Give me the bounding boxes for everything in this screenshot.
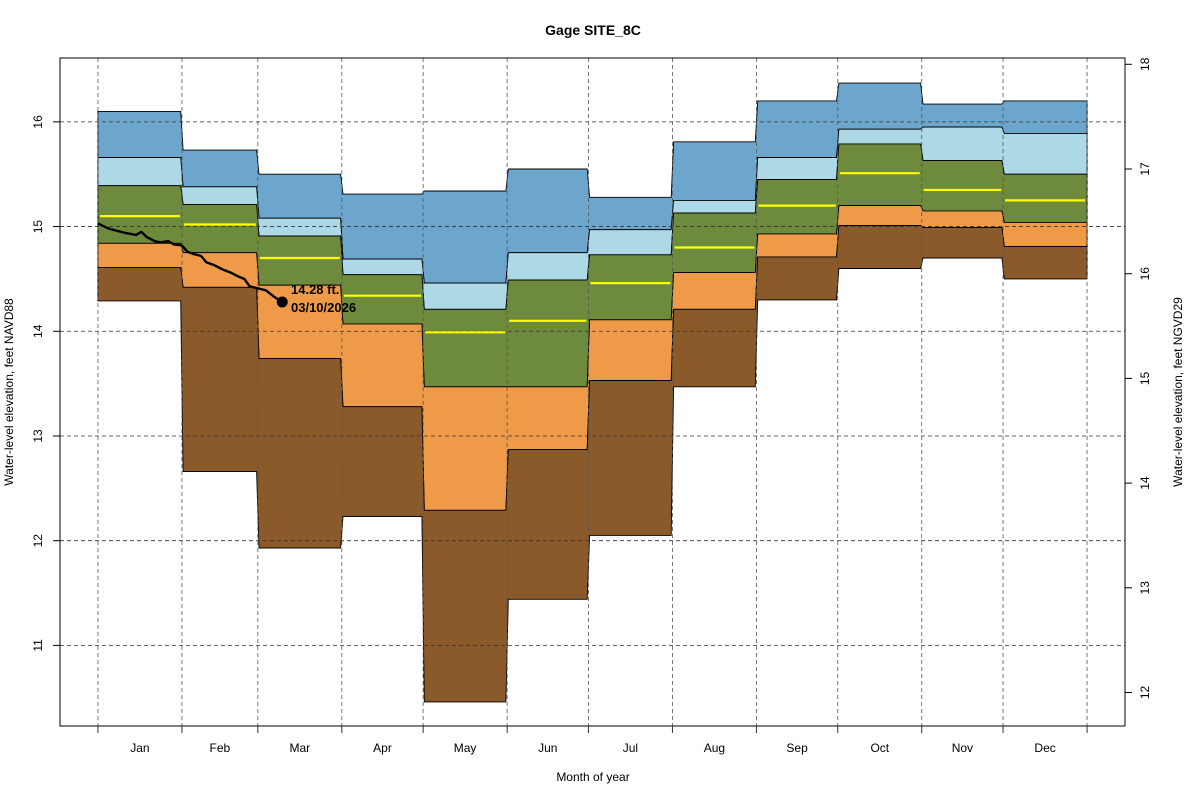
current-value-label: 14.28 ft.: [291, 282, 339, 297]
y-tick-label-right: 13: [1138, 581, 1152, 595]
observed-series: [97, 222, 288, 308]
y-tick-label-right: 12: [1138, 686, 1152, 700]
y-tick-label-left: 12: [31, 534, 45, 548]
current-value-point: [276, 296, 288, 308]
x-tick-label-aug: Aug: [704, 741, 725, 755]
y-tick-label-right: 15: [1138, 371, 1152, 385]
x-tick-label-nov: Nov: [952, 741, 973, 755]
x-axis: Jan Feb Mar Apr May Jun Jul Aug Sep Oct Nov Dec: [97, 726, 1088, 755]
y-tick-label-right: 17: [1138, 162, 1152, 176]
y-tick-label-left: 16: [31, 115, 45, 129]
percentile-bands: [97, 82, 1088, 703]
y-tick-label-right: 16: [1138, 267, 1152, 281]
x-tick-label-jul: Jul: [623, 741, 638, 755]
y-tick-label-left: 13: [31, 429, 45, 443]
x-tick-label-feb: Feb: [210, 741, 231, 755]
chart-title: Gage SITE_8C: [545, 22, 641, 38]
y-tick-label-right: 18: [1138, 57, 1152, 71]
x-axis-label: Month of year: [556, 770, 629, 784]
y-tick-label-left: 15: [31, 220, 45, 234]
x-tick-label-jun: Jun: [538, 741, 557, 755]
x-tick-label-sep: Sep: [786, 741, 808, 755]
current-date-label: 03/10/2026: [291, 300, 356, 315]
y-tick-label-left: 11: [31, 639, 45, 652]
x-tick-label-mar: Mar: [289, 741, 310, 755]
x-tick-label-oct: Oct: [870, 741, 889, 755]
y-tick-label-right: 14: [1138, 476, 1152, 490]
y-axis-left-label: Water-level elevation, feet NAVD88: [2, 298, 16, 486]
y-axis-right: 12 13 14 15 16 17 18: [1125, 57, 1152, 699]
x-tick-label-jan: Jan: [130, 741, 149, 755]
x-tick-label-may: May: [454, 741, 477, 755]
x-tick-label-apr: Apr: [373, 741, 392, 755]
observed-line: [97, 222, 283, 304]
x-tick-label-dec: Dec: [1034, 741, 1055, 755]
gridlines: [60, 58, 1125, 726]
current-value-annotation: 14.28 ft. 03/10/2026: [291, 282, 356, 315]
median-lines: [99, 172, 1086, 334]
y-tick-label-left: 14: [31, 324, 45, 338]
y-axis-left: 11 12 13 14 15 16: [31, 58, 61, 726]
y-axis-right-label: Water-level elevation, feet NGVD29: [1171, 297, 1185, 487]
